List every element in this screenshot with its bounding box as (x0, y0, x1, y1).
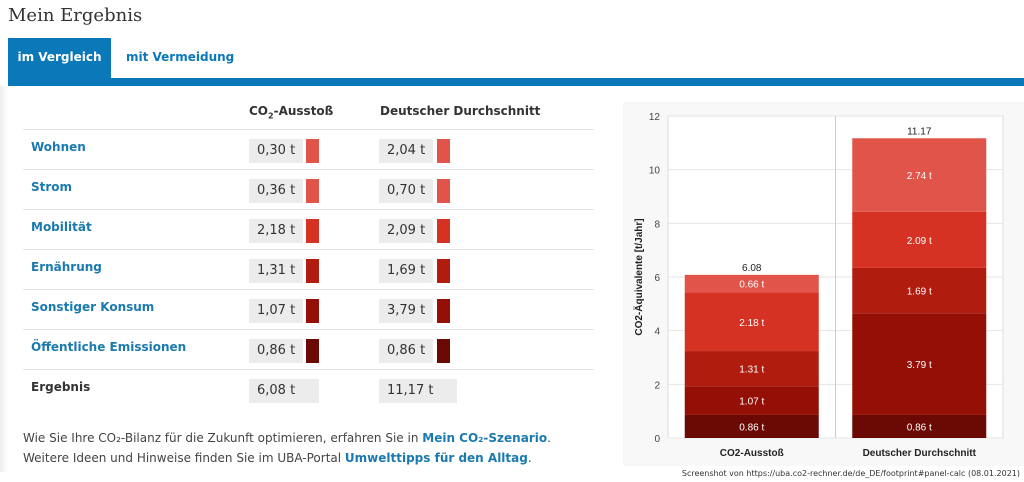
color-swatch (437, 179, 450, 203)
bar-segment (684, 292, 819, 352)
color-swatch (306, 219, 319, 243)
footer-line-2: Weitere Ideen und Hinweise finden Sie im… (23, 451, 532, 465)
footer-text-1: Wie Sie Ihre CO₂-Bilanz für die Zukunft … (23, 431, 423, 445)
panel-shadow (0, 86, 8, 472)
total-value: 6,08 t (249, 379, 319, 403)
footer-end-1: . (547, 431, 551, 445)
bar-segment-label: 0.66 t (739, 280, 764, 291)
footer-line-1: Wie Sie Ihre CO₂-Bilanz für die Zukunft … (23, 431, 551, 445)
bar-segment-label: 1.69 t (907, 287, 932, 298)
link-umwelttipps[interactable]: Umwelttipps für den Alltag (344, 451, 528, 465)
header-co2-suffix: -Ausstoß (273, 104, 334, 118)
tab-bar: im Vergleich mit Vermeidung (8, 38, 1024, 85)
avg-value: 2,04 t (379, 139, 433, 163)
avg-value: 1,69 t (379, 259, 433, 283)
screenshot-caption: Screenshot von https://uba.co2-rechner.d… (681, 469, 1020, 478)
bar-segment (852, 267, 987, 314)
header-co2-sub: 2 (268, 111, 274, 121)
footer-text-2: Weitere Ideen und Hinweise finden Sie im… (23, 451, 345, 465)
table-row: Öffentliche Emissionen 0,86 t 0,86 t (23, 329, 594, 370)
bar-segment (684, 274, 819, 293)
table-row-total: Ergebnis 6,08 t 11,17 t (23, 369, 594, 410)
bar-segment-label: 0.86 t (739, 422, 764, 433)
category-link[interactable]: Strom (31, 180, 73, 194)
color-swatch (306, 299, 319, 323)
tab-underline (8, 78, 1024, 86)
category-link[interactable]: Öffentliche Emissionen (31, 340, 187, 354)
color-swatch (437, 339, 450, 363)
category-link[interactable]: Wohnen (31, 140, 86, 154)
total-avg: 11,17 t (379, 379, 457, 403)
color-swatch (437, 299, 450, 323)
tab-im-vergleich[interactable]: im Vergleich (8, 38, 111, 78)
table-row: Sonstiger Konsum 1,07 t 3,79 t (23, 289, 594, 330)
row-label: Ergebnis (31, 380, 91, 394)
co2-value: 1,07 t (249, 299, 303, 323)
y-tick-label: 2 (654, 380, 660, 391)
bar-segment-label: 2.74 t (907, 171, 932, 182)
color-swatch (437, 219, 450, 243)
y-tick-label: 12 (649, 112, 661, 123)
footer-end-2: . (527, 451, 532, 465)
table-row: Strom 0,36 t 0,70 t (23, 169, 594, 210)
y-tick-label: 4 (654, 327, 660, 338)
tab-mit-vermeidung[interactable]: mit Vermeidung (126, 50, 235, 64)
table-row: Wohnen 0,30 t 2,04 t (23, 129, 594, 170)
bar-segment (684, 351, 819, 387)
y-tick-label: 8 (654, 219, 660, 230)
bar-segment-label: 3.79 t (907, 360, 932, 371)
co2-value: 1,31 t (249, 259, 303, 283)
avg-value: 0,86 t (379, 339, 433, 363)
bar-segment (684, 414, 819, 438)
link-mein-co2-szenario[interactable]: Mein CO₂-Szenario (422, 431, 548, 445)
header-co2-prefix: CO (249, 104, 269, 118)
bar-segment (684, 386, 819, 415)
co2-value: 0,36 t (249, 179, 303, 203)
y-axis-label: CO2-Äquivalente [t/Jahr] (632, 218, 645, 335)
header-durchschnitt: Deutscher Durchschnitt (380, 104, 541, 118)
table-row: Mobilität 2,18 t 2,09 t (23, 209, 594, 250)
stacked-bar-chart: 0 2 4 6 8 10 12 CO2-Äquivalente [t/Jahr] 0.86 t 1… (632, 112, 1004, 459)
category-link[interactable]: Sonstiger Konsum (31, 300, 155, 314)
bar-segment (852, 313, 987, 415)
y-tick-label: 0 (654, 434, 660, 445)
color-swatch (306, 179, 319, 203)
category-link[interactable]: Mobilität (31, 220, 92, 234)
bar-segment-label: 2.18 t (739, 318, 764, 329)
bar-total-label: 6.08 (742, 263, 762, 274)
y-tick-label: 6 (654, 273, 660, 284)
y-tick-label: 10 (649, 166, 661, 177)
bar-segment (852, 138, 987, 212)
color-swatch (437, 139, 450, 163)
x-category-label: CO2-Ausstoß (720, 448, 784, 459)
co2-value: 0,30 t (249, 139, 303, 163)
avg-value: 3,79 t (379, 299, 433, 323)
category-link[interactable]: Ernährung (31, 260, 102, 274)
co2-value: 0,86 t (249, 339, 303, 363)
bar-segment-label: 0.86 t (907, 422, 932, 433)
x-category-label: Deutscher Durchschnitt (863, 448, 977, 459)
bar-segment-label: 2.09 t (907, 236, 932, 247)
color-swatch (306, 339, 319, 363)
avg-value: 2,09 t (379, 219, 433, 243)
bar-segment (852, 414, 987, 438)
color-swatch (306, 139, 319, 163)
header-co2-ausstoss: CO2-Ausstoß (249, 104, 333, 120)
color-swatch (437, 259, 450, 283)
table-row: Ernährung 1,31 t 1,69 t (23, 249, 594, 290)
co2-value: 2,18 t (249, 219, 303, 243)
bar-total-label: 11.17 (907, 126, 932, 137)
color-swatch (306, 259, 319, 283)
bar-segment-label: 1.31 t (739, 365, 764, 376)
bar-segment-label: 1.07 t (739, 397, 764, 408)
avg-value: 0,70 t (379, 179, 433, 203)
bar-segment (852, 211, 987, 268)
page-title: Mein Ergebnis (8, 5, 143, 26)
